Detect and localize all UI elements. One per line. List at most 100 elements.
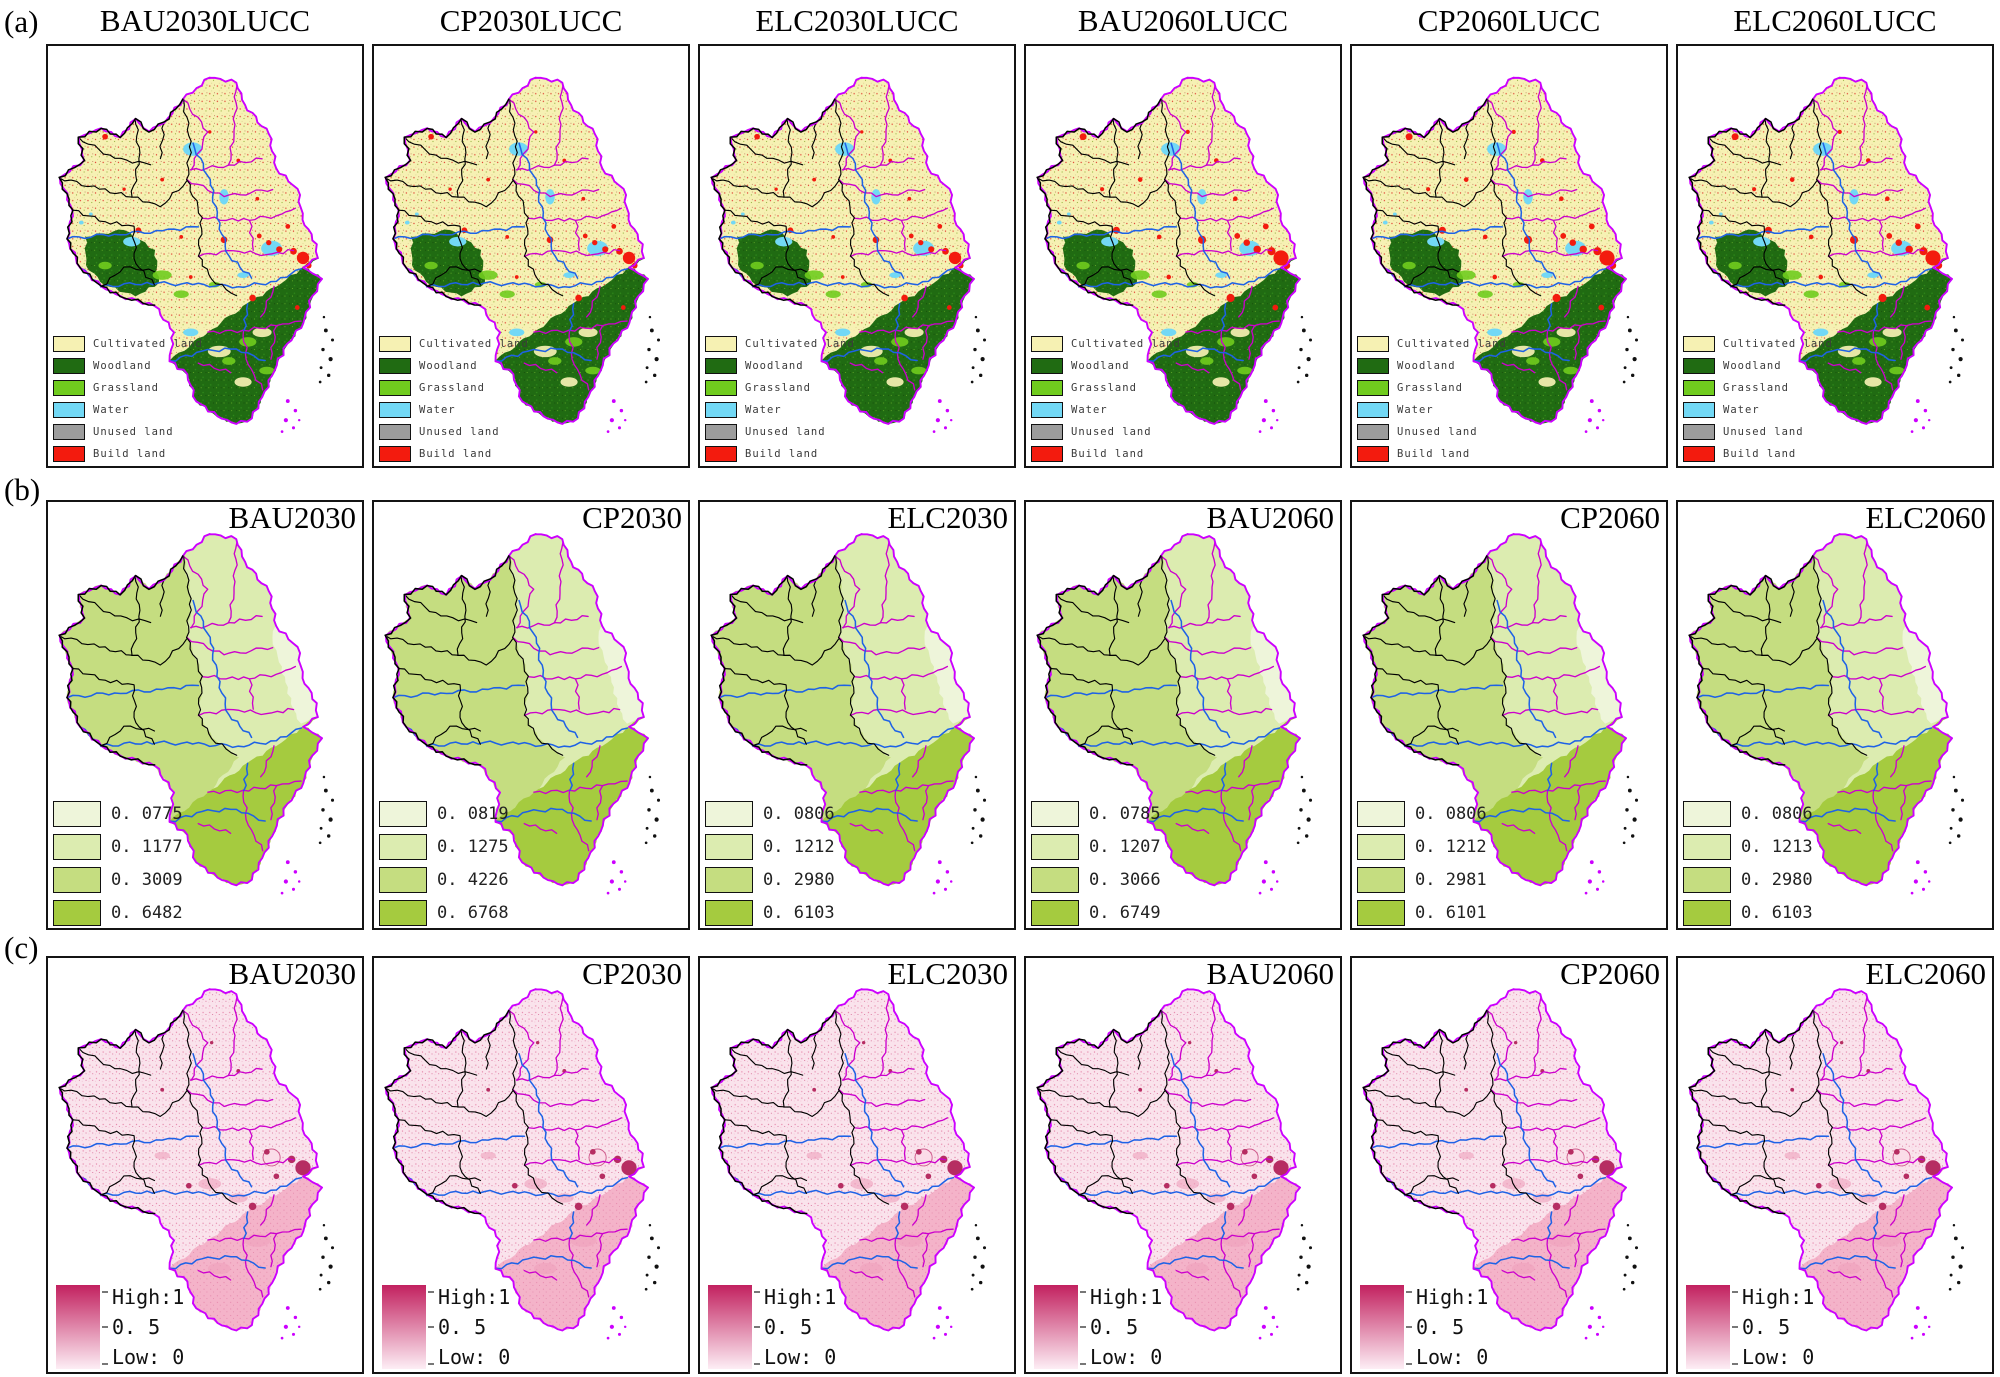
legend-value: 0. 0806 [763, 804, 835, 824]
row-b: BAU2030 0. 0775 0. 1177 0. 3009 0. 6482 … [46, 500, 1994, 930]
row-label-a: (a) [4, 4, 39, 39]
lucc-legend: Cultivated land Woodland Grassland Water… [705, 330, 855, 462]
gradient-ticks [1078, 1285, 1088, 1369]
legend-swatch [1031, 446, 1063, 462]
panel-c-5: CP2060 High:1 0. 5 Low: 0 [1350, 956, 1668, 1374]
legend-low-label: Low: 0 [1416, 1345, 1489, 1369]
legend-item: Grassland [1357, 380, 1507, 396]
legend-value: 0. 4226 [437, 870, 509, 890]
legend-label: Woodland [1071, 360, 1130, 372]
legend-value: 0. 0806 [1415, 804, 1487, 824]
legend-label: Woodland [419, 360, 478, 372]
probability-map [1026, 958, 1340, 1372]
legend-item: 0. 0806 [1683, 801, 1813, 827]
legend-value: 0. 3066 [1089, 870, 1161, 890]
legend-swatch [1357, 336, 1389, 352]
legend-item: 0. 0775 [53, 801, 183, 827]
gradient-ticks [100, 1285, 110, 1369]
legend-swatch [1683, 424, 1715, 440]
legend-item: Unused land [705, 424, 855, 440]
choropleth-map [700, 502, 1014, 928]
lucc-map [1352, 46, 1666, 466]
legend-swatch [705, 801, 753, 827]
legend-item: 0. 0819 [379, 801, 509, 827]
panel-title: BAU2060 [1206, 956, 1334, 991]
panel-b-4: BAU2060 0. 0785 0. 1207 0. 3066 0. 6749 [1024, 500, 1342, 930]
panel-c-1: BAU2030 High:1 0. 5 Low: 0 [46, 956, 364, 1374]
legend-item: Grassland [1031, 380, 1181, 396]
choropleth-legend: 0. 0806 0. 1212 0. 2980 0. 6103 [705, 794, 835, 926]
legend-swatch [1031, 801, 1079, 827]
legend-swatch [1357, 801, 1405, 827]
legend-label: Build land [93, 448, 167, 460]
legend-low-label: Low: 0 [1090, 1345, 1163, 1369]
panel-title: ELC2030 [887, 956, 1008, 991]
legend-label: Unused land [745, 426, 826, 438]
choropleth-map [48, 502, 362, 928]
legend-item: Cultivated land [705, 336, 855, 352]
legend-swatch [1683, 402, 1715, 418]
legend-swatch [1683, 867, 1731, 893]
legend-high-label: High:1 [1090, 1285, 1163, 1309]
legend-swatch [705, 424, 737, 440]
panel-title: ELC2060 [1865, 956, 1986, 991]
legend-high-label: High:1 [764, 1285, 837, 1309]
legend-item: Water [379, 402, 529, 418]
legend-mid-label: 0. 5 [438, 1315, 487, 1339]
legend-swatch [1683, 900, 1731, 926]
legend-label: Grassland [1071, 382, 1137, 394]
legend-label: Water [1071, 404, 1108, 416]
legend-swatch [1031, 336, 1063, 352]
legend-item: 0. 6103 [1683, 900, 1813, 926]
panel-c-2: CP2030 High:1 0. 5 Low: 0 [372, 956, 690, 1374]
legend-swatch [379, 446, 411, 462]
legend-swatch [1357, 446, 1389, 462]
probability-map [374, 958, 688, 1372]
legend-swatch [53, 867, 101, 893]
legend-swatch [1357, 424, 1389, 440]
legend-mid-label: 0. 5 [1742, 1315, 1791, 1339]
panel-b-3: ELC2030 0. 0806 0. 1212 0. 2980 0. 6103 [698, 500, 1016, 930]
panel-title: BAU2030 [228, 956, 356, 991]
legend-swatch [1683, 358, 1715, 374]
legend-item: 0. 3009 [53, 867, 183, 893]
panel-title: CP2060LUCC [1417, 3, 1601, 38]
gradient-bar [1034, 1285, 1078, 1369]
legend-label: Cultivated land [745, 338, 855, 350]
legend-label: Water [93, 404, 130, 416]
legend-value: 0. 0785 [1089, 804, 1161, 824]
legend-swatch [53, 834, 101, 860]
legend-value: 0. 1212 [1415, 837, 1487, 857]
legend-item: 0. 6103 [705, 900, 835, 926]
legend-swatch [705, 446, 737, 462]
legend-swatch [53, 402, 85, 418]
gradient-legend: High:1 0. 5 Low: 0 [56, 1285, 184, 1369]
legend-swatch [379, 867, 427, 893]
gradient-legend: High:1 0. 5 Low: 0 [1686, 1285, 1814, 1369]
legend-item: Grassland [379, 380, 529, 396]
legend-mid-label: 0. 5 [1416, 1315, 1465, 1339]
probability-map [700, 958, 1014, 1372]
legend-item: Water [1683, 402, 1833, 418]
lucc-legend: Cultivated land Woodland Grassland Water… [1031, 330, 1181, 462]
panel-b-1: BAU2030 0. 0775 0. 1177 0. 3009 0. 6482 [46, 500, 364, 930]
legend-value: 0. 1177 [111, 837, 183, 857]
legend-item: 0. 0806 [1357, 801, 1487, 827]
choropleth-legend: 0. 0806 0. 1212 0. 2981 0. 6101 [1357, 794, 1487, 926]
lucc-map [374, 46, 688, 466]
legend-low-label: Low: 0 [764, 1345, 837, 1369]
legend-item: Cultivated land [53, 336, 203, 352]
legend-swatch [1357, 402, 1389, 418]
legend-swatch [1031, 380, 1063, 396]
legend-item: 0. 6768 [379, 900, 509, 926]
legend-swatch [379, 900, 427, 926]
legend-label: Cultivated land [419, 338, 529, 350]
panel-title: BAU2030 [228, 500, 356, 535]
legend-value: 0. 2980 [763, 870, 835, 890]
legend-label: Build land [745, 448, 819, 460]
panel-title: ELC2030 [887, 500, 1008, 535]
legend-item: Build land [379, 446, 529, 462]
legend-label: Woodland [93, 360, 152, 372]
legend-label: Cultivated land [1723, 338, 1833, 350]
